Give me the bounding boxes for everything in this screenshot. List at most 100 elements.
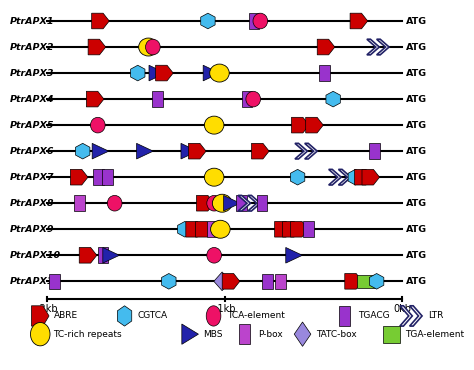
Text: ATG: ATG: [406, 17, 427, 26]
Polygon shape: [248, 195, 260, 211]
Text: ATG: ATG: [406, 95, 427, 104]
Polygon shape: [292, 117, 309, 133]
Ellipse shape: [30, 323, 50, 346]
Bar: [102, 169, 113, 185]
Ellipse shape: [107, 195, 122, 211]
Polygon shape: [328, 169, 341, 185]
Bar: [257, 195, 267, 211]
Bar: [74, 195, 84, 211]
Polygon shape: [182, 324, 199, 344]
Bar: [303, 221, 314, 237]
Text: PtrAPX3: PtrAPX3: [10, 68, 55, 78]
Text: ATG: ATG: [406, 199, 427, 208]
Ellipse shape: [210, 64, 229, 82]
Polygon shape: [400, 306, 412, 326]
Text: 0kb: 0kb: [393, 304, 411, 314]
Bar: [93, 169, 104, 185]
Text: ATG: ATG: [406, 277, 427, 286]
Polygon shape: [31, 306, 49, 326]
Ellipse shape: [246, 91, 261, 107]
Polygon shape: [130, 65, 145, 81]
Text: ATG: ATG: [406, 147, 427, 156]
Polygon shape: [178, 221, 192, 237]
Ellipse shape: [206, 306, 221, 326]
Ellipse shape: [212, 194, 232, 212]
Bar: [383, 326, 401, 343]
Polygon shape: [295, 143, 307, 159]
Ellipse shape: [139, 38, 158, 56]
Ellipse shape: [146, 39, 160, 55]
Text: -1kb: -1kb: [214, 304, 236, 314]
Bar: [237, 195, 247, 211]
Polygon shape: [181, 143, 198, 159]
Text: PtrAPX10: PtrAPX10: [10, 251, 61, 260]
Text: PtrAPX9: PtrAPX9: [10, 225, 55, 234]
Polygon shape: [317, 39, 335, 55]
Bar: [319, 65, 329, 81]
Text: PtrAPX5: PtrAPX5: [10, 121, 55, 130]
Polygon shape: [291, 221, 308, 237]
Polygon shape: [369, 273, 384, 289]
Polygon shape: [91, 13, 109, 29]
Polygon shape: [214, 272, 230, 291]
Bar: [49, 273, 60, 289]
Polygon shape: [377, 39, 389, 55]
Polygon shape: [274, 221, 292, 237]
Text: TATC-box: TATC-box: [316, 330, 356, 339]
Text: LTR: LTR: [428, 312, 444, 320]
Text: PtrAPX6: PtrAPX6: [10, 147, 55, 156]
Polygon shape: [137, 143, 153, 159]
Bar: [207, 221, 218, 237]
Polygon shape: [92, 143, 109, 159]
Text: PtrAPX1: PtrAPX1: [10, 17, 55, 26]
Text: TGACG: TGACG: [358, 312, 390, 320]
Polygon shape: [367, 39, 379, 55]
Bar: [152, 91, 163, 107]
Ellipse shape: [204, 168, 224, 186]
Polygon shape: [283, 221, 300, 237]
Text: PtrAPX7: PtrAPX7: [10, 173, 55, 182]
Polygon shape: [291, 169, 305, 185]
Polygon shape: [410, 306, 422, 326]
Text: TC-rich repeats: TC-rich repeats: [54, 330, 122, 339]
Polygon shape: [294, 322, 311, 346]
Polygon shape: [338, 169, 351, 185]
Polygon shape: [79, 248, 97, 263]
Text: PtrAPX2: PtrAPX2: [10, 43, 55, 51]
Text: -2kb: -2kb: [36, 304, 58, 314]
Polygon shape: [238, 195, 251, 211]
Polygon shape: [162, 273, 176, 289]
Bar: [370, 143, 380, 159]
Text: TCA-element: TCA-element: [227, 312, 285, 320]
Ellipse shape: [253, 13, 268, 29]
Polygon shape: [196, 221, 213, 237]
Text: TGA-element: TGA-element: [405, 330, 464, 339]
Text: ATG: ATG: [406, 68, 427, 78]
Polygon shape: [155, 65, 173, 81]
Polygon shape: [118, 306, 132, 326]
Bar: [249, 13, 259, 29]
Bar: [262, 273, 273, 289]
Ellipse shape: [207, 248, 221, 263]
Text: PtrAPX8: PtrAPX8: [10, 199, 55, 208]
Text: ABRE: ABRE: [54, 312, 78, 320]
Polygon shape: [345, 273, 362, 289]
Polygon shape: [203, 65, 220, 81]
Bar: [98, 248, 109, 263]
Polygon shape: [355, 169, 372, 185]
Polygon shape: [86, 91, 104, 107]
Polygon shape: [252, 143, 269, 159]
Polygon shape: [348, 169, 363, 185]
Bar: [275, 273, 286, 289]
Polygon shape: [88, 39, 106, 55]
Text: MBS: MBS: [203, 330, 223, 339]
Ellipse shape: [210, 220, 230, 238]
Text: ATG: ATG: [406, 43, 427, 51]
Polygon shape: [189, 143, 206, 159]
Bar: [357, 275, 375, 288]
Polygon shape: [196, 195, 214, 211]
Polygon shape: [286, 248, 302, 263]
Polygon shape: [362, 169, 380, 185]
Ellipse shape: [207, 195, 221, 211]
Polygon shape: [149, 65, 165, 81]
